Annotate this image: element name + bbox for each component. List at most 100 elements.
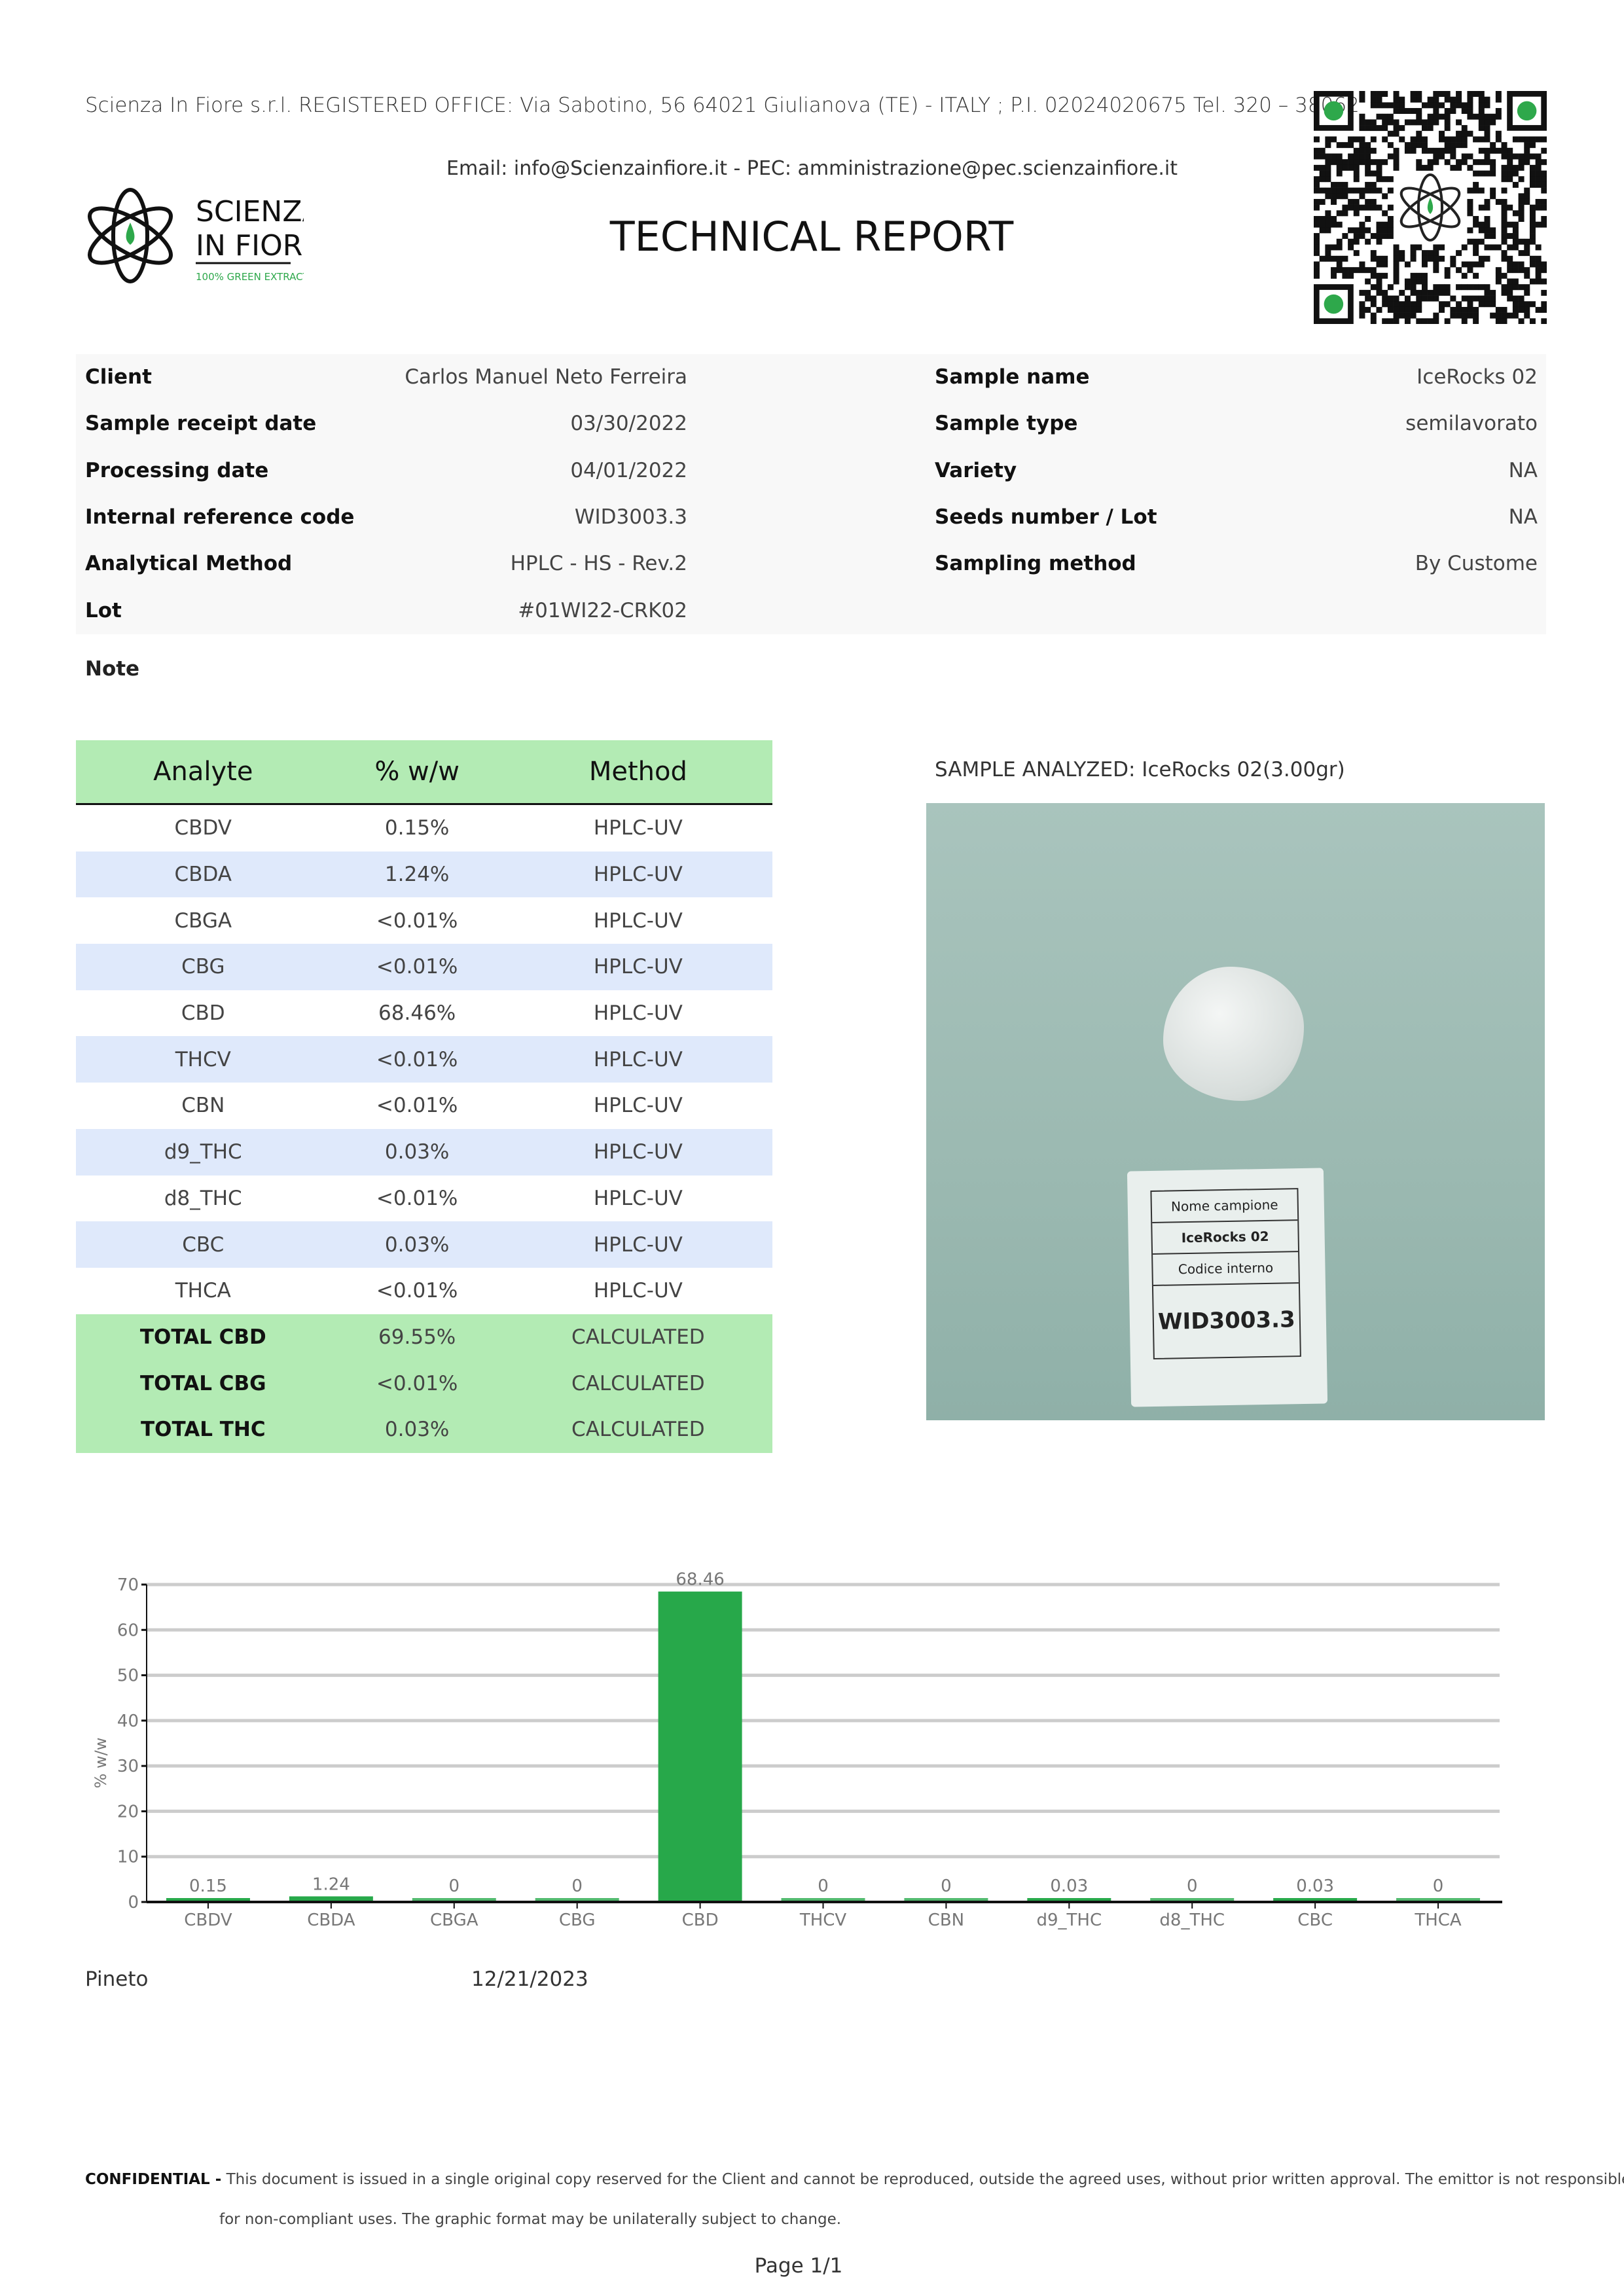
table-cell: 68.46% bbox=[378, 1001, 456, 1026]
table-cell: 1.24% bbox=[330, 851, 504, 898]
table-cell: HPLC-UV bbox=[593, 1094, 683, 1118]
info-label: Lot bbox=[85, 598, 122, 622]
col-percent: % w/w bbox=[330, 740, 504, 805]
table-cell: TOTAL CBD bbox=[76, 1314, 331, 1361]
sample-caption: SAMPLE ANALYZED: IceRocks 02(3.00gr) bbox=[935, 758, 1345, 781]
table-cell: THCV bbox=[76, 1036, 331, 1083]
bar bbox=[1150, 1898, 1235, 1902]
bar bbox=[1273, 1898, 1358, 1902]
table-cell: HPLC-UV bbox=[503, 1128, 772, 1175]
data-label: 68.46 bbox=[676, 1570, 724, 1590]
data-label: 1.24 bbox=[312, 1874, 350, 1894]
table-cell: CBGA bbox=[174, 908, 232, 933]
table-cell: TOTAL THC bbox=[76, 1406, 331, 1453]
table-cell: 0.03% bbox=[330, 1221, 504, 1268]
bar bbox=[1027, 1898, 1111, 1902]
table-cell: HPLC-UV bbox=[503, 1221, 772, 1268]
table-cell: CBDA bbox=[76, 851, 331, 898]
table-cell: d9_THC bbox=[76, 1128, 331, 1175]
x-tick-label: CBN bbox=[928, 1910, 964, 1930]
info-label: Processing date bbox=[85, 458, 269, 482]
table-row: d9_THC 0.03% HPLC-UV bbox=[76, 1128, 772, 1175]
y-tick-label: 40 bbox=[117, 1712, 139, 1731]
atom-logo-icon: SCIENZA IN FIORE 100% GREEN EXTRACTION bbox=[88, 188, 327, 283]
info-value: IceRocks 02 bbox=[1416, 365, 1538, 389]
info-value: semilavorato bbox=[1405, 412, 1538, 436]
x-tick-label: CBDA bbox=[307, 1910, 355, 1930]
bar bbox=[535, 1898, 619, 1902]
table-cell: CALCULATED bbox=[503, 1314, 772, 1361]
table-cell: <0.01% bbox=[376, 1279, 458, 1303]
table-row: THCV <0.01% HPLC-UV bbox=[76, 1036, 772, 1083]
company-info-line: Scienza In Fiore s.r.l. REGISTERED OFFIC… bbox=[85, 94, 1360, 117]
analyte-table: Analyte % w/w Method CBDV 0.15% HPLC-UV CBD… bbox=[76, 740, 772, 1453]
table-cell: HPLC-UV bbox=[593, 1279, 683, 1303]
info-value: NA bbox=[1508, 458, 1538, 482]
info-label: Sample receipt date bbox=[85, 412, 317, 436]
table-cell: 0.15% bbox=[384, 816, 450, 840]
y-tick-label: 60 bbox=[117, 1621, 139, 1640]
logo-text-2: IN FIORE bbox=[196, 229, 304, 262]
info-label: Variety bbox=[935, 458, 1017, 482]
qr-code[interactable] bbox=[1313, 90, 1547, 325]
table-cell: CBDV bbox=[174, 816, 232, 840]
card-field-label: Nome campione bbox=[1151, 1189, 1298, 1223]
table-row: CBDA 1.24% HPLC-UV bbox=[76, 851, 772, 898]
data-label: 0 bbox=[448, 1876, 460, 1896]
table-cell: CBC bbox=[76, 1221, 331, 1268]
logo-tagline: 100% GREEN EXTRACTION bbox=[196, 271, 304, 283]
table-row: CBG <0.01% HPLC-UV bbox=[76, 944, 772, 990]
table-cell: CBG bbox=[76, 944, 331, 990]
table-cell: <0.01% bbox=[330, 1360, 504, 1407]
card-code: WID3003.3 bbox=[1157, 1306, 1296, 1335]
sample-rock bbox=[1163, 967, 1304, 1101]
table-cell: <0.01% bbox=[376, 1186, 458, 1210]
info-label: Sampling method bbox=[935, 552, 1136, 576]
table-cell: HPLC-UV bbox=[593, 1001, 683, 1026]
data-label: 0 bbox=[818, 1876, 829, 1896]
bar bbox=[658, 1591, 742, 1902]
info-value: Carlos Manuel Neto Ferreira bbox=[405, 365, 687, 389]
card-sample-name: IceRocks 02 bbox=[1152, 1221, 1299, 1255]
sample-info-panel: Client Carlos Manuel Neto Ferreira Sample … bbox=[76, 354, 1546, 634]
table-cell: CALCULATED bbox=[503, 1406, 772, 1453]
x-tick-label: d9_THC bbox=[1036, 1910, 1102, 1930]
table-cell: CBN bbox=[181, 1094, 225, 1118]
data-label: 0 bbox=[1433, 1876, 1444, 1896]
y-tick-label: 0 bbox=[128, 1893, 139, 1912]
email-line: Email: info@Scienzainfiore.it - PEC: amm… bbox=[0, 157, 1624, 180]
email-text: Email: info@Scienzainfiore.it - PEC: amm… bbox=[446, 157, 1178, 180]
confidential-notice: CONFIDENTIAL - This document is issued i… bbox=[85, 2171, 1624, 2188]
table-cell: HPLC-UV bbox=[593, 816, 683, 840]
info-value: NA bbox=[1508, 505, 1538, 529]
table-cell: 0.03% bbox=[330, 1406, 504, 1453]
data-label: 0.15 bbox=[189, 1876, 227, 1896]
info-label: Seeds number / Lot bbox=[935, 505, 1157, 529]
data-label: 0.03 bbox=[1296, 1876, 1334, 1896]
y-tick-label: 10 bbox=[117, 1848, 139, 1867]
info-label: Sample type bbox=[935, 412, 1078, 436]
table-cell: <0.01% bbox=[376, 1094, 458, 1118]
col-analyte: Analyte bbox=[76, 740, 331, 805]
sample-photo: Nome campione IceRocks 02 Codice interno… bbox=[926, 803, 1545, 1420]
info-label: Sample name bbox=[935, 365, 1090, 389]
report-date: 12/21/2023 bbox=[471, 1967, 588, 1991]
table-cell: <0.01% bbox=[376, 908, 458, 933]
y-tick-label: 20 bbox=[117, 1802, 139, 1821]
info-value: #01WI22-CRK02 bbox=[518, 598, 687, 622]
table-row: CBN <0.01% HPLC-UV bbox=[76, 1083, 772, 1129]
bar bbox=[289, 1896, 373, 1902]
data-label: 0 bbox=[1187, 1876, 1198, 1896]
company-logo: SCIENZA IN FIORE 100% GREEN EXTRACTION bbox=[88, 182, 327, 290]
info-value: 04/01/2022 bbox=[570, 458, 687, 482]
table-cell: HPLC-UV bbox=[503, 1036, 772, 1083]
table-cell: HPLC-UV bbox=[503, 851, 772, 898]
col-method: Method bbox=[503, 740, 772, 805]
bar bbox=[1396, 1898, 1481, 1902]
table-row: d8_THC <0.01% HPLC-UV bbox=[76, 1175, 772, 1222]
card-code-label: Codice interno bbox=[1153, 1252, 1299, 1286]
table-cell: 0.03% bbox=[330, 1128, 504, 1175]
table-row: CBGA <0.01% HPLC-UV bbox=[76, 897, 772, 944]
y-tick-label: 50 bbox=[117, 1666, 139, 1686]
info-label: Internal reference code bbox=[85, 505, 355, 529]
